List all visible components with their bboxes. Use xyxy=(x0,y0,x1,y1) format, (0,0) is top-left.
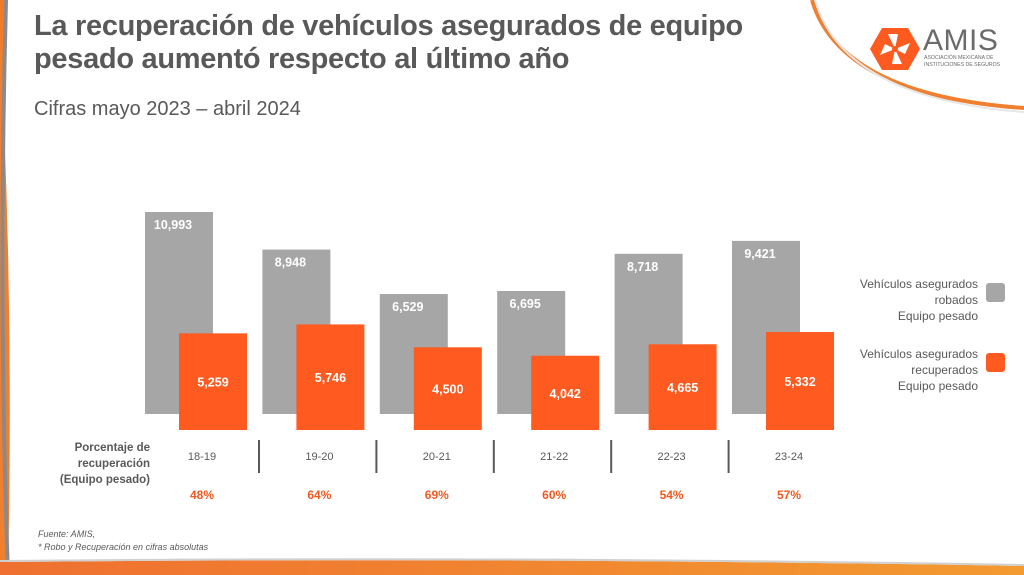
row-label-line: recuperación xyxy=(77,458,150,470)
recovery-percent: 57% xyxy=(777,488,801,502)
legend-line: recuperados xyxy=(911,363,978,377)
footnote-source: Fuente: AMIS, xyxy=(38,529,96,539)
recovery-percent: 64% xyxy=(307,488,331,502)
category-label: 22-23 xyxy=(658,451,686,463)
legend-swatch-gray xyxy=(986,283,1005,302)
row-label-line: (Equipo pesado) xyxy=(59,474,150,486)
category-label: 19-20 xyxy=(305,451,333,463)
row-label-line: Porcentaje de xyxy=(74,442,150,454)
logo-tagline-line2: INSTITUCIONES DE SEGUROS xyxy=(924,61,1001,68)
logo-name: AMIS xyxy=(923,24,999,57)
bar-label-recuperados: 4,042 xyxy=(550,387,581,401)
bar-recuperados xyxy=(648,344,717,430)
bar-label-recuperados: 5,332 xyxy=(784,375,815,389)
amis-hexagon-logo-icon xyxy=(870,28,920,70)
bar-label-recuperados: 4,500 xyxy=(432,383,463,397)
amis-logo: AMIS ASOCIACIÓN MEXICANA DE INSTITUCIONE… xyxy=(870,24,1005,72)
bar-label-robados: 9,421 xyxy=(744,247,775,261)
bar-recuperados xyxy=(296,324,365,430)
category-label: 21-22 xyxy=(540,451,568,463)
category-label: 20-21 xyxy=(423,451,451,463)
legend-line: robados xyxy=(934,293,978,307)
bar-label-robados: 6,695 xyxy=(510,297,541,311)
bar-recuperados xyxy=(413,347,482,430)
bar-label-robados: 8,718 xyxy=(627,260,658,274)
bar-label-robados: 10,993 xyxy=(154,218,192,232)
bar-label-recuperados: 5,746 xyxy=(315,371,346,385)
legend-line: Vehículos asegurados xyxy=(859,347,978,361)
page-subtitle: Cifras mayo 2023 – abril 2024 xyxy=(34,98,301,120)
legend-item-recuperados: Vehículos asegurados recuperados Equipo … xyxy=(860,346,978,394)
footnote-note: * Robo y Recuperación en cifras absoluta… xyxy=(38,542,209,552)
category-label: 23-24 xyxy=(775,451,803,463)
legend-line: Equipo pesado xyxy=(897,309,978,323)
bar-recuperados xyxy=(766,332,834,430)
legend-swatch-orange xyxy=(986,353,1005,372)
recovery-row-label: Porcentaje de recuperación (Equipo pesad… xyxy=(40,440,150,488)
bar-recuperados xyxy=(531,355,600,430)
recovery-percent: 48% xyxy=(190,488,214,502)
legend-line: Vehículos asegurados xyxy=(859,277,978,291)
bar-label-robados: 6,529 xyxy=(392,300,423,314)
bar-label-robados: 8,948 xyxy=(275,256,306,270)
bar-recuperados xyxy=(179,333,247,430)
category-label: 18-19 xyxy=(188,451,216,463)
recovery-percent: 54% xyxy=(660,488,684,502)
bar-label-recuperados: 5,259 xyxy=(197,376,228,390)
legend-line: Equipo pesado xyxy=(897,379,978,393)
recovery-percent: 60% xyxy=(542,488,566,502)
page-title: La recuperación de vehículos asegurados … xyxy=(34,10,743,75)
legend-item-robados: Vehículos asegurados robados Equipo pesa… xyxy=(860,276,978,324)
logo-tagline: ASOCIACIÓN MEXICANA DE INSTITUCIONES DE … xyxy=(924,55,1000,68)
footnote: Fuente: AMIS, * Robo y Recuperación en c… xyxy=(38,528,208,554)
bar-label-recuperados: 4,665 xyxy=(667,381,698,395)
logo-tagline-line1: ASOCIACIÓN MEXICANA DE xyxy=(924,55,994,61)
recovery-percent: 69% xyxy=(425,488,449,502)
